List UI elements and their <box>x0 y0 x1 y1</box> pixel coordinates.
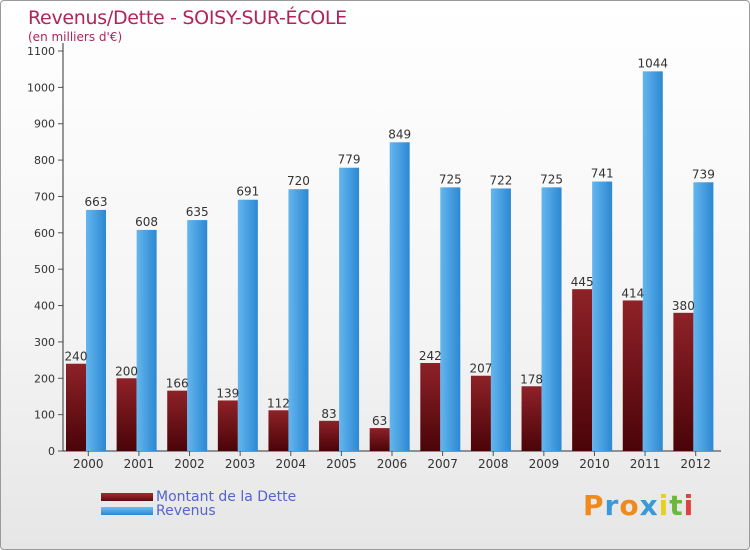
logo-letter: t <box>669 489 684 522</box>
data-label-dette: 380 <box>672 299 695 313</box>
logo-letter: o <box>619 489 640 522</box>
data-label-dette: 207 <box>469 362 492 376</box>
legend-label-revenus: Revenus <box>156 503 216 519</box>
data-label-revenus: 725 <box>439 172 462 186</box>
legend-swatch-dette <box>101 493 153 501</box>
bar-revenus <box>237 199 258 451</box>
bar-revenus <box>288 189 309 451</box>
bar-dette <box>470 375 491 451</box>
bar-revenus <box>440 187 461 451</box>
bar-dette <box>268 410 289 451</box>
bar-dette <box>369 428 390 451</box>
data-label-dette: 83 <box>321 407 336 421</box>
bar-revenus <box>693 182 714 452</box>
y-tick-label: 1100 <box>27 45 55 58</box>
bar-revenus <box>389 142 410 452</box>
data-label-revenus: 779 <box>338 153 361 167</box>
proxiti-logo: Proxiti <box>583 489 694 522</box>
data-label-revenus: 722 <box>489 173 512 187</box>
y-tick-label: 300 <box>34 336 55 349</box>
x-tick-label: 2006 <box>377 457 408 471</box>
data-label-dette: 200 <box>115 364 138 378</box>
bar-dette <box>673 312 694 451</box>
bar-dette <box>622 300 643 451</box>
chart-subtitle: (en milliers d'€) <box>28 30 123 44</box>
y-tick-label: 600 <box>34 227 55 240</box>
x-tick-label: 2005 <box>326 457 357 471</box>
bar-revenus <box>592 181 613 451</box>
y-tick-label: 0 <box>48 445 55 458</box>
data-label-dette: 242 <box>419 349 442 363</box>
y-tick-label: 100 <box>34 409 55 422</box>
data-label-revenus: 663 <box>85 195 108 209</box>
bar-dette <box>66 363 86 451</box>
data-label-revenus: 691 <box>236 185 259 199</box>
y-tick-label: 200 <box>34 372 55 385</box>
bar-dette <box>521 386 542 451</box>
x-tick-label: 2003 <box>225 457 256 471</box>
y-tick-label: 1000 <box>27 81 55 94</box>
bar-dette <box>116 378 137 451</box>
data-label-revenus: 741 <box>591 167 614 181</box>
data-label-revenus: 608 <box>135 215 158 229</box>
logo-letter: P <box>583 489 605 522</box>
bar-revenus <box>541 187 562 451</box>
data-label-revenus: 1044 <box>637 56 668 70</box>
y-tick-label: 500 <box>34 263 55 276</box>
data-label-dette: 414 <box>621 286 644 300</box>
bar-dette <box>217 400 238 451</box>
bar-revenus <box>339 167 360 451</box>
logo-letter: i <box>683 489 695 522</box>
legend-item-dette: Montant de la Dette <box>101 489 296 505</box>
y-tick-label: 800 <box>34 154 55 167</box>
logo-letter: x <box>639 489 659 522</box>
bar-dette <box>420 363 441 451</box>
logo-letter: i <box>658 489 670 522</box>
y-tick-label: 400 <box>34 300 55 313</box>
data-label-dette: 240 <box>65 350 88 364</box>
x-tick-label: 2011 <box>630 457 661 471</box>
data-label-revenus: 720 <box>287 174 310 188</box>
x-tick-label: 2009 <box>529 457 560 471</box>
bar-dette <box>319 420 340 451</box>
bar-revenus <box>642 71 663 451</box>
data-label-dette: 178 <box>520 372 543 386</box>
data-label-dette: 112 <box>267 396 290 410</box>
data-label-dette: 139 <box>216 386 239 400</box>
data-label-dette: 166 <box>166 377 189 391</box>
x-tick-label: 2004 <box>275 457 306 471</box>
x-tick-label: 2001 <box>124 457 155 471</box>
bar-revenus <box>187 220 208 451</box>
bar-dette <box>572 289 593 451</box>
data-label-revenus: 849 <box>388 127 411 141</box>
legend-item-revenus: Revenus <box>101 503 216 519</box>
data-label-revenus: 725 <box>540 172 563 186</box>
data-label-revenus: 635 <box>186 205 209 219</box>
data-label-dette: 445 <box>571 275 594 289</box>
x-tick-label: 2000 <box>73 457 104 471</box>
x-tick-label: 2007 <box>427 457 458 471</box>
x-tick-label: 2012 <box>680 457 711 471</box>
y-tick-label: 900 <box>34 118 55 131</box>
bar-revenus <box>86 209 106 451</box>
legend-swatch-revenus <box>101 507 153 515</box>
x-tick-label: 2008 <box>478 457 509 471</box>
x-tick-label: 2002 <box>174 457 205 471</box>
data-label-revenus: 739 <box>692 167 715 181</box>
bar-dette <box>167 390 188 451</box>
y-tick-label: 700 <box>34 190 55 203</box>
logo-letter: r <box>604 489 620 522</box>
data-label-dette: 63 <box>372 414 387 428</box>
chart-title: Revenus/Dette - SOISY-SUR-ÉCOLE <box>28 7 347 29</box>
legend-label-dette: Montant de la Dette <box>156 489 297 505</box>
x-tick-label: 2010 <box>579 457 610 471</box>
bar-revenus <box>136 229 157 451</box>
bar-revenus <box>490 188 511 452</box>
